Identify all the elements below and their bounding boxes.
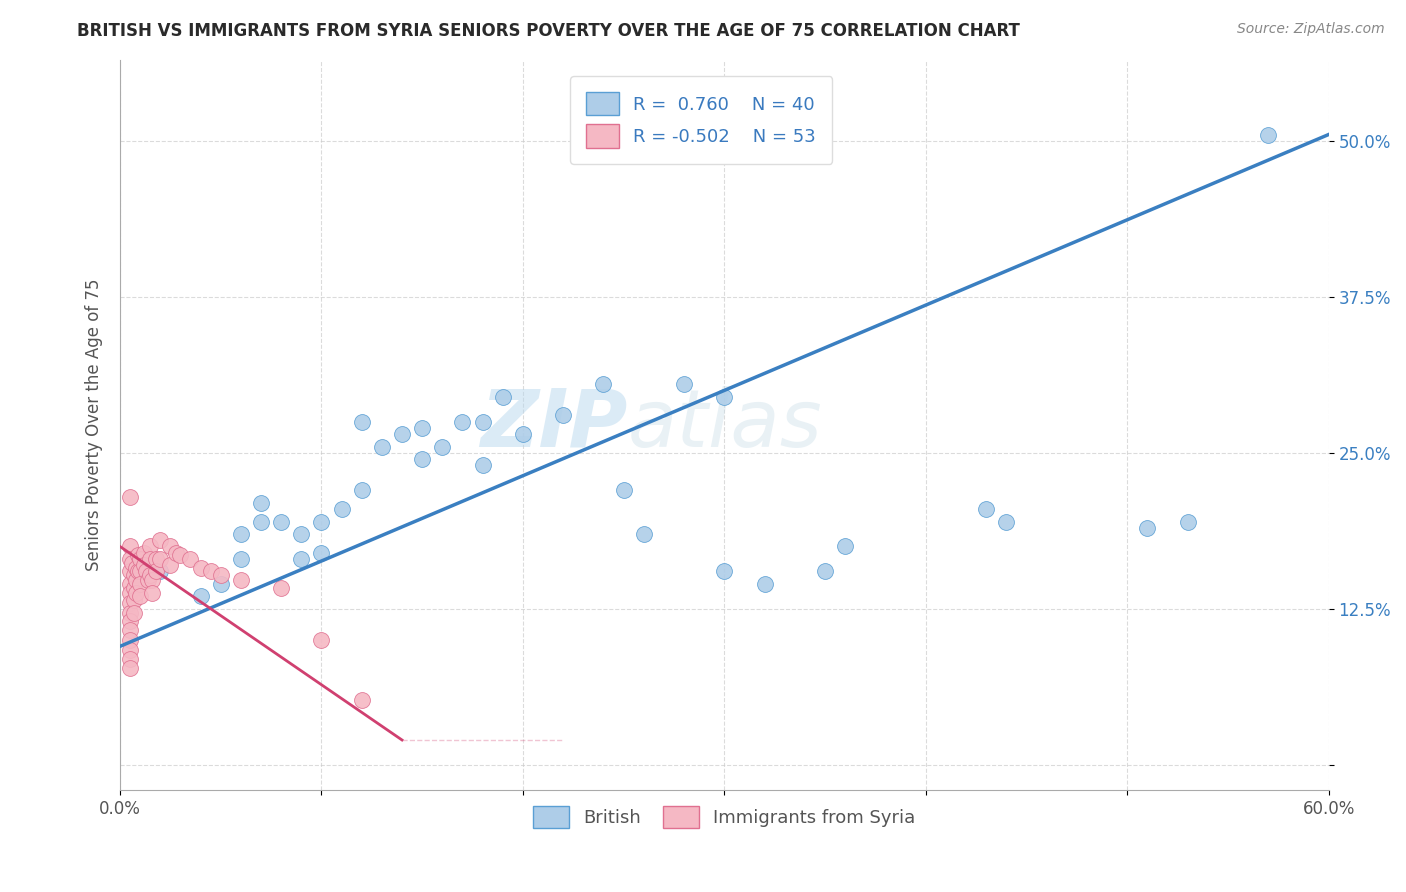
Point — [290, 527, 312, 541]
Point — [391, 427, 413, 442]
Point — [492, 390, 515, 404]
Point — [179, 552, 201, 566]
Point — [118, 615, 141, 629]
Point — [127, 565, 149, 579]
Point — [149, 565, 172, 579]
Point — [139, 540, 162, 554]
Point — [169, 548, 191, 562]
Point — [121, 556, 143, 570]
Point — [754, 577, 776, 591]
Point — [200, 565, 222, 579]
Point — [229, 527, 252, 541]
Point — [118, 490, 141, 504]
Point — [350, 483, 373, 498]
Point — [471, 458, 494, 473]
Text: ZIP: ZIP — [481, 385, 627, 464]
Point — [139, 552, 162, 566]
Point — [122, 568, 145, 582]
Text: BRITISH VS IMMIGRANTS FROM SYRIA SENIORS POVERTY OVER THE AGE OF 75 CORRELATION : BRITISH VS IMMIGRANTS FROM SYRIA SENIORS… — [77, 22, 1021, 40]
Point — [371, 440, 394, 454]
Point — [350, 693, 373, 707]
Point — [141, 573, 163, 587]
Point — [125, 585, 148, 599]
Point — [592, 377, 614, 392]
Point — [553, 409, 575, 423]
Point — [129, 565, 152, 579]
Point — [713, 390, 735, 404]
Point — [149, 533, 172, 548]
Point — [1177, 515, 1199, 529]
Text: atlas: atlas — [627, 385, 823, 464]
Point — [159, 558, 181, 573]
Point — [118, 552, 141, 566]
Point — [118, 643, 141, 657]
Point — [135, 565, 157, 579]
Point — [209, 568, 232, 582]
Point — [118, 660, 141, 674]
Point — [432, 440, 454, 454]
Point — [118, 577, 141, 591]
Point — [270, 581, 292, 595]
Point — [145, 552, 167, 566]
Point — [512, 427, 534, 442]
Point — [149, 552, 172, 566]
Point — [471, 415, 494, 429]
Point — [127, 548, 149, 562]
Point — [134, 546, 156, 560]
Point — [129, 577, 152, 591]
Point — [139, 568, 162, 582]
Point — [250, 515, 273, 529]
Point — [290, 552, 312, 566]
Point — [834, 540, 856, 554]
Point — [311, 515, 333, 529]
Point — [613, 483, 636, 498]
Point — [311, 546, 333, 560]
Point — [190, 590, 212, 604]
Point — [159, 540, 181, 554]
Point — [122, 581, 145, 595]
Point — [145, 565, 167, 579]
Point — [229, 573, 252, 587]
Text: Source: ZipAtlas.com: Source: ZipAtlas.com — [1237, 22, 1385, 37]
Point — [134, 558, 156, 573]
Point — [995, 515, 1018, 529]
Point — [118, 565, 141, 579]
Point — [673, 377, 696, 392]
Point — [118, 540, 141, 554]
Point — [411, 421, 433, 435]
Point — [1136, 521, 1159, 535]
Point — [136, 573, 159, 587]
Y-axis label: Seniors Poverty Over the Age of 75: Seniors Poverty Over the Age of 75 — [86, 278, 103, 571]
Point — [311, 633, 333, 648]
Point — [451, 415, 474, 429]
Point — [122, 593, 145, 607]
Point — [122, 606, 145, 620]
Point — [209, 577, 232, 591]
Point — [118, 585, 141, 599]
Point — [270, 515, 292, 529]
Point — [141, 585, 163, 599]
Point — [713, 565, 735, 579]
Point — [129, 552, 152, 566]
Point — [118, 606, 141, 620]
Point — [118, 633, 141, 648]
Point — [974, 502, 997, 516]
Point — [1257, 128, 1279, 142]
Point — [125, 560, 148, 574]
Point — [118, 652, 141, 666]
Point — [350, 415, 373, 429]
Point — [633, 527, 655, 541]
Point — [330, 502, 353, 516]
Point — [190, 560, 212, 574]
Point — [129, 590, 152, 604]
Point — [165, 546, 187, 560]
Legend: British, Immigrants from Syria: British, Immigrants from Syria — [526, 799, 922, 836]
Point — [125, 573, 148, 587]
Point — [411, 452, 433, 467]
Point — [118, 596, 141, 610]
Point — [118, 623, 141, 637]
Point — [814, 565, 837, 579]
Point — [250, 496, 273, 510]
Point — [229, 552, 252, 566]
